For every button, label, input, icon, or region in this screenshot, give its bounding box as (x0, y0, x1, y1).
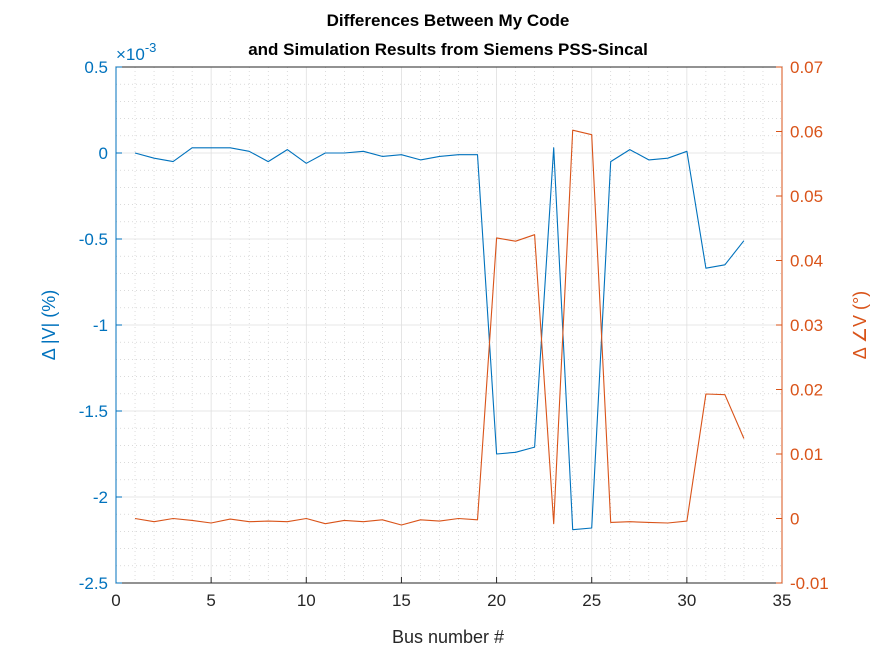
left-y-axis-label: Δ |V| (%) (39, 290, 59, 360)
x-tick-label: 20 (487, 591, 506, 610)
series-layer (134, 129, 745, 531)
x-tick-label: 30 (677, 591, 696, 610)
series-line-voltage-angle (134, 129, 745, 526)
right-y-tick-label: 0.01 (790, 445, 823, 464)
x-axis-label: Bus number # (392, 627, 504, 647)
left-y-tick-label: -1 (93, 316, 108, 335)
left-y-tick-label: -2 (93, 488, 108, 507)
right-y-tick-label: 0 (790, 510, 799, 529)
right-y-tick-label: 0.03 (790, 316, 823, 335)
right-y-tick-label: -0.01 (790, 574, 829, 593)
left-y-axis-ticks: 0.5 0 -0.5 -1 -1.5 -2 -2.5 (79, 58, 122, 593)
minor-grid (116, 67, 782, 583)
x-tick-label: 10 (297, 591, 316, 610)
left-y-tick-label: -2.5 (79, 574, 108, 593)
x-tick-label: 0 (111, 591, 120, 610)
x-axis-ticks: 0 5 10 15 20 25 30 35 (111, 577, 791, 610)
x-tick-label: 35 (773, 591, 792, 610)
right-y-axis-ticks: 0.07 0.06 0.05 0.04 0.03 0.02 0.01 0 -0.01 (776, 58, 829, 593)
left-y-tick-label: 0 (99, 144, 108, 163)
right-y-tick-label: 0.05 (790, 187, 823, 206)
left-y-tick-label: -1.5 (79, 402, 108, 421)
x-tick-label: 5 (206, 591, 215, 610)
x-tick-label: 15 (392, 591, 411, 610)
left-y-tick-label: 0.5 (84, 58, 108, 77)
x-tick-label: 25 (582, 591, 601, 610)
left-axis-exponent: ×10-3 (116, 40, 156, 64)
chart-title-line-1: Differences Between My Code (327, 11, 570, 30)
left-y-tick-label: -0.5 (79, 230, 108, 249)
series-line-voltage-magnitude (134, 147, 745, 531)
right-y-axis-label: Δ ∠V (°) (850, 291, 870, 359)
right-y-tick-label: 0.07 (790, 58, 823, 77)
chart-title-line-2: and Simulation Results from Siemens PSS-… (248, 40, 648, 59)
right-y-tick-label: 0.02 (790, 381, 823, 400)
right-y-tick-label: 0.04 (790, 252, 823, 271)
right-y-tick-label: 0.06 (790, 123, 823, 142)
major-grid (116, 67, 782, 583)
